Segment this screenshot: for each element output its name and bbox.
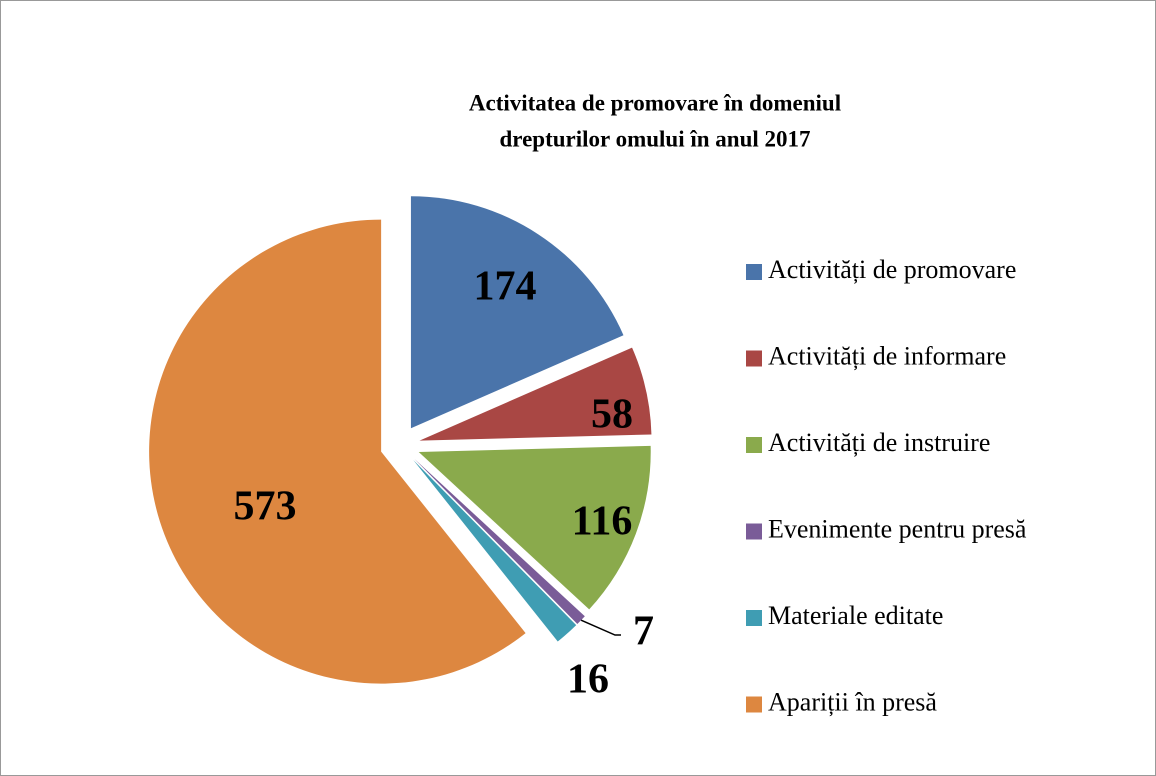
legend-swatch <box>746 264 762 280</box>
data-label: 16 <box>567 657 609 703</box>
data-label: 116 <box>572 499 633 545</box>
chart-title: Activitatea de promovare în domeniul <box>469 90 841 115</box>
legend-swatch <box>746 437 762 453</box>
legend-swatch <box>746 523 762 540</box>
legend-label: Activități de instruire <box>768 428 990 457</box>
chart-title: drepturilor omului în anul 2017 <box>500 126 811 151</box>
pie-slice <box>410 196 624 429</box>
legend-label: Materiale editate <box>768 601 943 630</box>
pie-slice <box>413 459 577 642</box>
data-label: 7 <box>633 609 654 655</box>
legend-swatch <box>746 610 762 626</box>
pie-slice <box>419 347 652 441</box>
data-label: 174 <box>474 264 537 310</box>
legend-swatch <box>746 350 762 367</box>
legend-label: Apariții în presă <box>768 687 937 716</box>
data-label: 573 <box>234 484 297 530</box>
data-label: 58 <box>591 392 633 438</box>
legend-swatch <box>746 696 762 713</box>
pie-slice <box>418 445 651 610</box>
legend-label: Evenimente pentru presă <box>768 514 1027 543</box>
legend-label: Activități de informare <box>768 341 1006 370</box>
pie-slice <box>414 458 585 625</box>
pie-slice <box>149 219 526 684</box>
legend-label: Activități de promovare <box>768 255 1016 284</box>
leader-line <box>580 619 621 636</box>
